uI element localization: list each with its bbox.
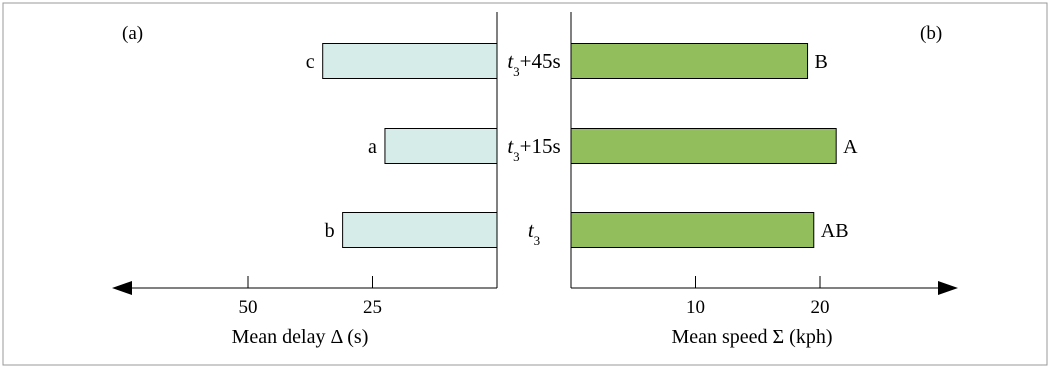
right-bar-1 (570, 128, 837, 164)
category-label-0: t3+45s (507, 49, 560, 79)
left-bar-label-1: a (368, 136, 377, 158)
right-bars: B A AB (570, 43, 858, 248)
left-x-axis-title: Mean delay Δ (s) (232, 326, 369, 348)
right-tick-label-1: 20 (811, 297, 830, 318)
right-x-axis-title: Mean speed Σ (kph) (671, 326, 832, 348)
left-bar-2 (342, 212, 498, 248)
category-label-1: t3+15s (507, 134, 560, 164)
left-bars: c a b (306, 43, 498, 248)
left-x-axis-arrow (112, 281, 132, 295)
right-bar-label-2: AB (821, 220, 849, 242)
right-tick-label-0: 10 (686, 297, 705, 318)
right-x-axis-arrow (938, 281, 958, 295)
category-labels: t3+45s t3+15s t3 (507, 49, 560, 248)
category-label-2: t3 (528, 218, 540, 248)
left-bar-1 (384, 128, 498, 164)
right-bar-label-1: A (843, 136, 858, 158)
ticks: 50 25 10 20 (239, 276, 830, 318)
panel-label-b: (b) (920, 23, 942, 44)
left-tick-label-0: 50 (239, 297, 258, 318)
left-tick-label-1: 25 (363, 297, 382, 318)
right-bar-0 (570, 43, 809, 79)
panel-label-a: (a) (122, 23, 143, 44)
right-bar-label-0: B (815, 51, 828, 73)
left-bar-0 (322, 43, 498, 79)
left-bar-label-2: b (325, 220, 335, 242)
right-bar-2 (570, 212, 815, 248)
left-bar-label-0: c (306, 51, 315, 73)
